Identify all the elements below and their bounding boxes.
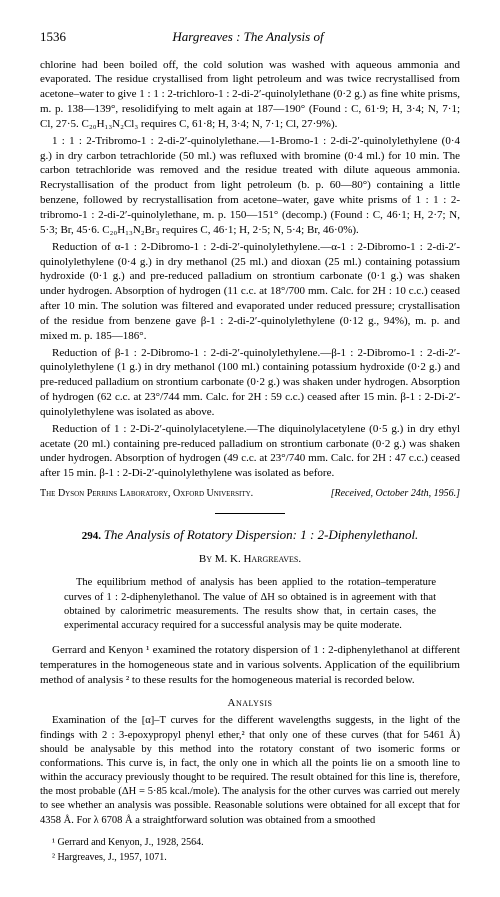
analysis-heading: Analysis [40,696,460,711]
running-title: Hargreaves : The Analysis of [66,28,430,46]
article-byline: By M. K. Hargreaves. [40,552,460,567]
abstract: The equilibrium method of analysis has b… [64,576,436,633]
footnote: ² Hargreaves, J., 1957, 1071. [40,851,460,865]
paragraph: Reduction of β-1 : 2-Dibromo-1 : 2-di-2′… [40,346,460,420]
paragraph: 1 : 1 : 2-Tribromo-1 : 2-di-2′-quinolyle… [40,134,460,238]
paragraph: Reduction of α-1 : 2-Dibromo-1 : 2-di-2′… [40,240,460,344]
author-name: By M. K. Hargreaves. [199,553,301,565]
laboratory-address: The Dyson Perrins Laboratory, Oxford Uni… [40,487,253,501]
article-title-block: 294. The Analysis of Rotatory Dispersion… [40,526,460,544]
page-header: 1536 Hargreaves : The Analysis of [40,28,460,46]
paragraph: Reduction of 1 : 2-Di-2′-quinolylacetyle… [40,422,460,481]
intro-paragraph: Gerrard and Kenyon ¹ examined the rotato… [40,643,460,688]
footnotes: ¹ Gerrard and Kenyon, J., 1928, 2564. ² … [40,836,460,865]
analysis-paragraph: Examination of the [α]–T curves for the … [40,714,460,827]
article-title: The Analysis of Rotatory Dispersion: 1 :… [104,527,419,542]
body-text: chlorine had been boiled off, the cold s… [40,58,460,482]
address-line: The Dyson Perrins Laboratory, Oxford Uni… [40,487,460,501]
page-number: 1536 [40,28,66,46]
paragraph: chlorine had been boiled off, the cold s… [40,58,460,132]
abstract-text: The equilibrium method of analysis has b… [64,576,436,633]
section-divider [215,513,285,514]
article-number: 294. [82,530,101,542]
intro-text: Gerrard and Kenyon ¹ examined the rotato… [40,644,460,686]
footnote: ¹ Gerrard and Kenyon, J., 1928, 2564. [40,836,460,850]
received-date: [Received, October 24th, 1956.] [331,487,460,501]
